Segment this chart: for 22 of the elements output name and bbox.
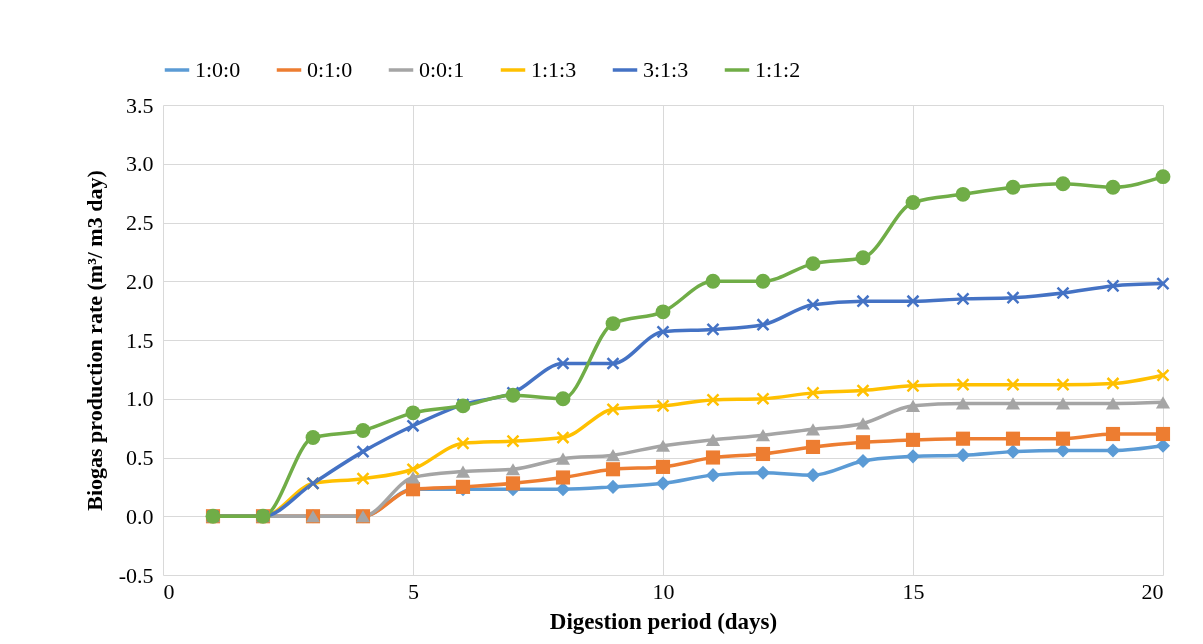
y-tick-label: 0.5 (126, 445, 154, 470)
y-tick-label: 2.0 (126, 268, 154, 294)
y-tick-label: 2.5 (126, 210, 154, 235)
x-tick-label: 20 (1141, 578, 1164, 604)
legend-label: 1:1:3 (531, 57, 577, 82)
y-tick-label: -0.5 (118, 562, 154, 588)
legend-label: 1:0:0 (195, 57, 241, 82)
y-tick-label: 1.0 (126, 386, 154, 412)
x-tick-label: 15 (902, 578, 925, 604)
y-tick-label: 3.5 (126, 92, 154, 118)
y-tick-label: 0.0 (126, 503, 154, 529)
y-axis-title: Biogas production rate (m³/ m3 day) (81, 170, 107, 511)
legend-label: 3:1:3 (643, 57, 689, 82)
y-tick-label: 1.5 (126, 327, 154, 353)
legend-label: 1:1:2 (755, 57, 801, 82)
y-tick-label: 3.0 (126, 151, 154, 177)
legend-label: 0:0:1 (419, 57, 465, 82)
legend-label: 0:1:0 (307, 57, 353, 82)
x-tick-label: 10 (652, 578, 675, 604)
x-axis-title: Digestion period (days) (549, 608, 778, 634)
x-tick-label: 5 (408, 578, 419, 604)
x-tick-label: 0 (163, 578, 175, 604)
